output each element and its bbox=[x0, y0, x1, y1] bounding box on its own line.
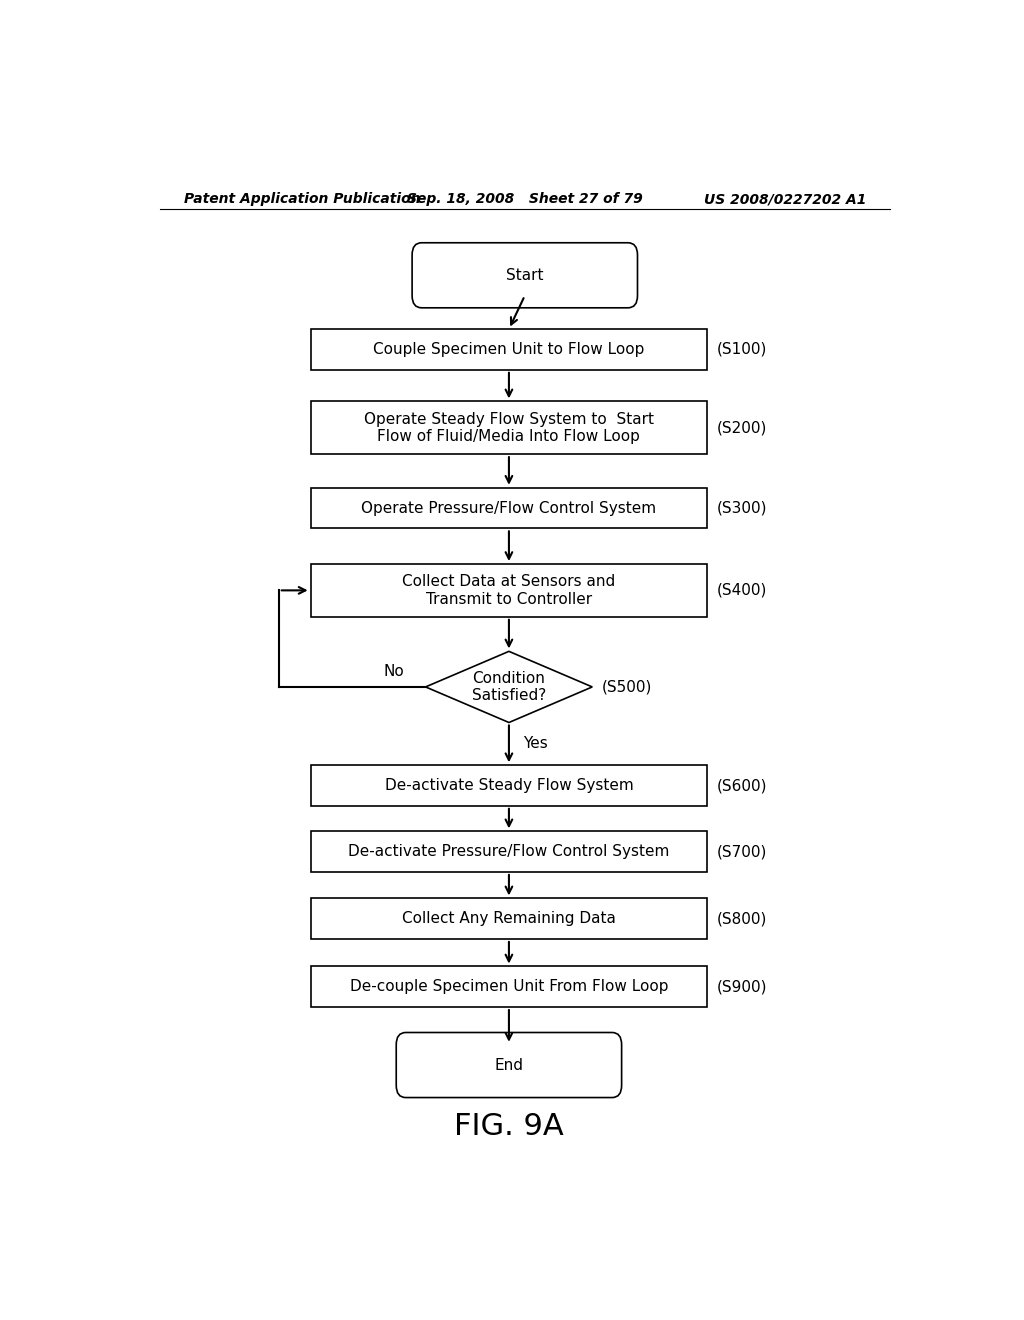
Bar bbox=[310, 401, 708, 454]
Bar bbox=[310, 966, 708, 1007]
Bar bbox=[310, 487, 708, 528]
FancyBboxPatch shape bbox=[412, 243, 638, 308]
Text: De-activate Steady Flow System: De-activate Steady Flow System bbox=[385, 777, 633, 793]
Text: Collect Any Remaining Data: Collect Any Remaining Data bbox=[402, 911, 615, 927]
Text: (S500): (S500) bbox=[602, 680, 652, 694]
Bar bbox=[310, 329, 708, 370]
Text: Condition
Satisfied?: Condition Satisfied? bbox=[472, 671, 546, 704]
Text: (S300): (S300) bbox=[717, 500, 767, 516]
Text: US 2008/0227202 A1: US 2008/0227202 A1 bbox=[703, 191, 866, 206]
Text: (S900): (S900) bbox=[717, 979, 767, 994]
Text: Sep. 18, 2008   Sheet 27 of 79: Sep. 18, 2008 Sheet 27 of 79 bbox=[407, 191, 643, 206]
Bar bbox=[310, 564, 708, 616]
Bar bbox=[310, 832, 708, 873]
Polygon shape bbox=[426, 651, 592, 722]
Text: (S800): (S800) bbox=[717, 911, 767, 927]
Text: Start: Start bbox=[506, 268, 544, 282]
Text: No: No bbox=[383, 664, 404, 678]
Bar bbox=[310, 899, 708, 939]
Text: Operate Pressure/Flow Control System: Operate Pressure/Flow Control System bbox=[361, 500, 656, 516]
Text: (S600): (S600) bbox=[717, 777, 767, 793]
Text: FIG. 9A: FIG. 9A bbox=[454, 1111, 564, 1140]
Text: (S400): (S400) bbox=[717, 583, 767, 598]
Text: (S100): (S100) bbox=[717, 342, 767, 356]
Text: (S200): (S200) bbox=[717, 420, 767, 436]
Text: Couple Specimen Unit to Flow Loop: Couple Specimen Unit to Flow Loop bbox=[373, 342, 645, 356]
Text: Yes: Yes bbox=[523, 737, 548, 751]
FancyBboxPatch shape bbox=[396, 1032, 622, 1097]
Text: (S700): (S700) bbox=[717, 843, 767, 859]
Bar bbox=[310, 766, 708, 805]
Text: De-activate Pressure/Flow Control System: De-activate Pressure/Flow Control System bbox=[348, 843, 670, 859]
Text: Collect Data at Sensors and
Transmit to Controller: Collect Data at Sensors and Transmit to … bbox=[402, 574, 615, 607]
Text: De-couple Specimen Unit From Flow Loop: De-couple Specimen Unit From Flow Loop bbox=[349, 979, 669, 994]
Text: End: End bbox=[495, 1057, 523, 1073]
Text: Patent Application Publication: Patent Application Publication bbox=[183, 191, 420, 206]
Text: Operate Steady Flow System to  Start
Flow of Fluid/Media Into Flow Loop: Operate Steady Flow System to Start Flow… bbox=[364, 412, 654, 444]
